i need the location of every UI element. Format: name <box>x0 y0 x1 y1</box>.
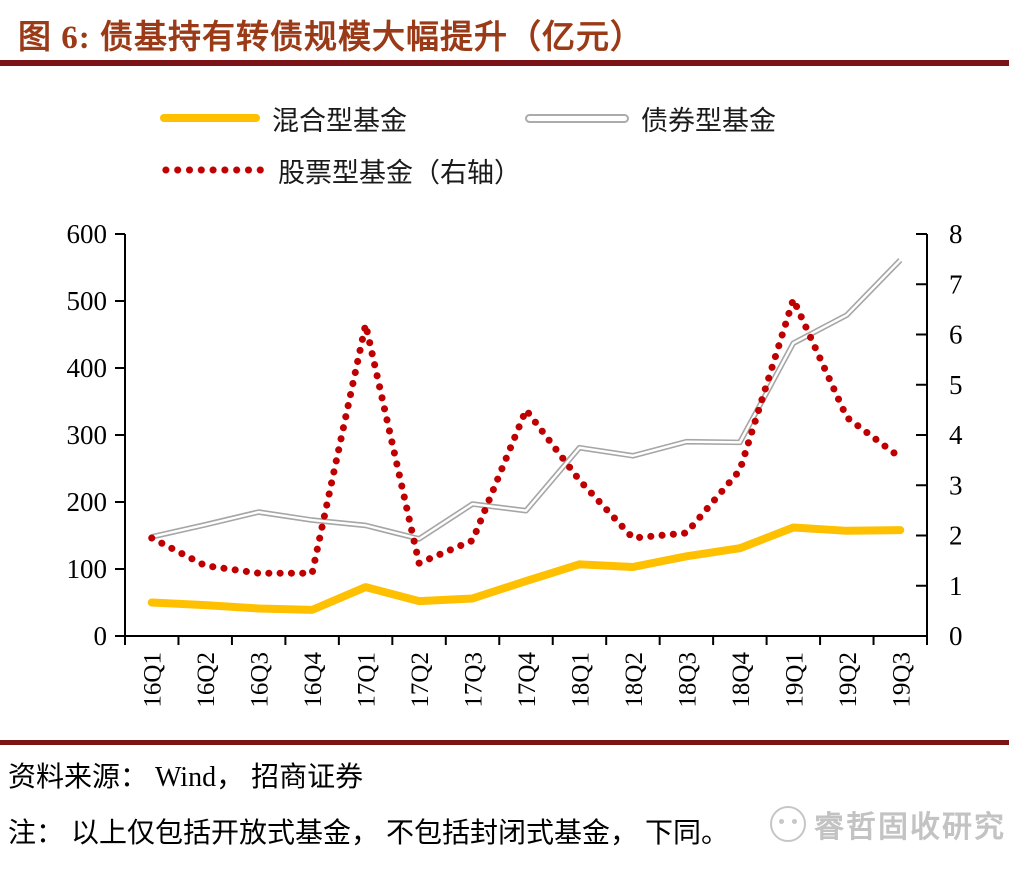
x-axis-tick-label: 16Q2 <box>193 652 220 708</box>
hybrid-fund-line-swatch <box>160 114 260 122</box>
x-axis-tick-label: 19Q2 <box>835 652 862 708</box>
watermark: 睿哲固收研究 <box>766 800 1009 848</box>
watermark-logo-icon <box>770 806 806 842</box>
x-axis-tick-label: 17Q3 <box>461 652 488 708</box>
source-text: 资料来源： Wind， 招商证券 <box>8 762 364 793</box>
x-axis-tick-label: 18Q3 <box>674 652 701 708</box>
right-axis-tick-label: 4 <box>949 420 963 450</box>
chart-title: 图 6: 债基持有转债规模大幅提升（亿元） <box>18 20 644 56</box>
left-axis-tick-label: 400 <box>67 353 108 383</box>
x-axis-tick-label: 19Q3 <box>888 652 915 708</box>
x-axis-tick-label: 17Q4 <box>514 652 541 708</box>
legend-item-hybrid-fund: 混合型基金 <box>160 100 407 136</box>
right-axis-tick-label: 5 <box>949 370 963 400</box>
legend-item-equity-fund: 股票型基金（右轴） <box>160 152 521 188</box>
legend-label-bond-fund: 债券型基金 <box>641 105 776 136</box>
left-axis-tick-label: 200 <box>67 487 108 517</box>
right-axis-tick-label: 6 <box>949 320 963 350</box>
left-axis-tick-label: 600 <box>67 219 108 249</box>
right-axis-tick-label: 2 <box>949 521 963 551</box>
legend-label-equity-fund: 股票型基金（右轴） <box>278 157 521 188</box>
equity-fund-line-swatch <box>160 166 266 174</box>
x-axis-tick-label: 18Q2 <box>621 652 648 708</box>
x-axis-tick-label: 17Q1 <box>354 652 381 708</box>
x-axis-tick-label: 16Q4 <box>300 652 327 708</box>
x-axis-tick-label: 16Q1 <box>140 652 167 708</box>
series-line-core-债券型基金 <box>151 259 902 541</box>
series-line-债券型基金 <box>151 258 903 542</box>
x-axis-tick-label: 17Q2 <box>407 652 434 708</box>
series-line-股票型基金（右轴） <box>148 295 904 577</box>
x-axis-tick-label: 16Q3 <box>247 652 274 708</box>
right-axis-tick-label: 8 <box>949 219 963 249</box>
series-line-混合型基金 <box>147 523 905 614</box>
x-axis-tick-label: 19Q1 <box>781 652 808 708</box>
watermark-text: 睿哲固收研究 <box>814 811 1006 844</box>
bond-fund-line-swatch <box>525 113 629 123</box>
right-axis-tick-label: 3 <box>949 470 963 500</box>
right-axis-tick-label: 1 <box>949 571 963 601</box>
right-axis-tick-label: 0 <box>949 621 963 651</box>
x-axis-tick-label: 18Q1 <box>567 652 594 708</box>
left-axis-tick-label: 500 <box>67 286 108 316</box>
legend-label-hybrid-fund: 混合型基金 <box>272 105 407 136</box>
note-text: 注： 以上仅包括开放式基金， 不包括封闭式基金， 下同。 <box>8 818 730 849</box>
left-axis-tick-label: 0 <box>94 621 108 651</box>
right-axis-tick-label: 7 <box>949 269 963 299</box>
footer-divider <box>0 740 1009 745</box>
x-axis-tick-label: 18Q4 <box>728 652 755 708</box>
legend-item-bond-fund: 债券型基金 <box>525 100 776 136</box>
title-divider <box>0 60 1009 66</box>
left-axis-tick-label: 100 <box>67 554 108 584</box>
left-axis-tick-label: 300 <box>67 420 108 450</box>
